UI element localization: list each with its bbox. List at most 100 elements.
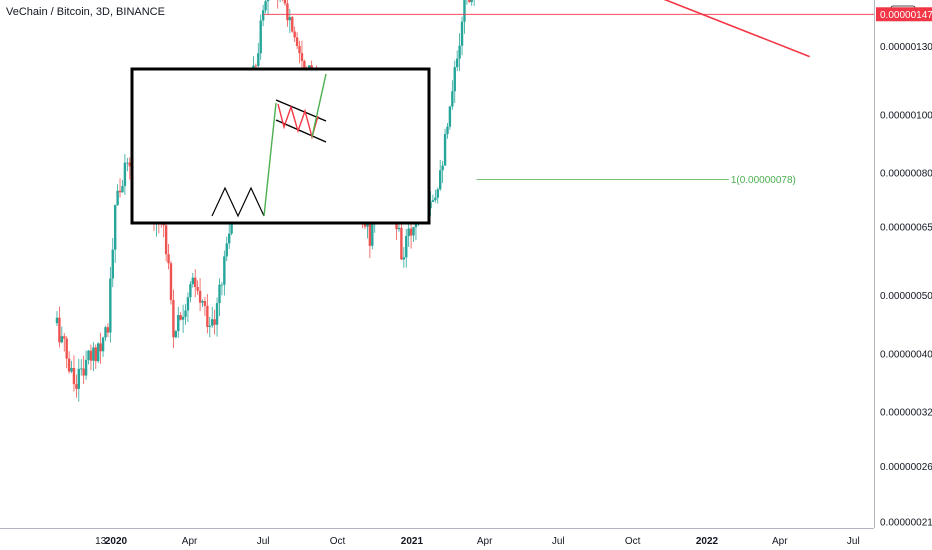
candle-body <box>174 331 178 338</box>
candle-body <box>123 162 127 186</box>
candle-body <box>206 305 209 327</box>
x-tick-label: Oct <box>330 536 346 547</box>
y-tick-label: 0.00000021 <box>880 518 932 529</box>
candle-body <box>211 319 214 326</box>
price-tags: BTC0.000001822d 17h0.00000147 <box>876 5 932 22</box>
candle-body <box>162 223 165 226</box>
candle-body <box>196 286 199 291</box>
x-tick-label: 2022 <box>696 536 719 547</box>
x-tick-label: 13 <box>95 536 107 547</box>
x-tick-label: 2020 <box>105 536 128 547</box>
candle-body <box>298 45 301 54</box>
candle-body <box>286 3 289 21</box>
candle-body <box>72 367 76 385</box>
candle-body <box>257 53 260 67</box>
candle-body <box>303 60 306 70</box>
x-tick-label: Jul <box>552 536 565 547</box>
candle-body <box>92 347 95 361</box>
candle-body <box>194 277 197 287</box>
y-tick-label: 0.00000130 <box>880 42 932 53</box>
candle-body <box>113 205 117 250</box>
candle-body <box>300 53 304 61</box>
candle-body <box>218 284 221 304</box>
candle-body <box>470 0 473 2</box>
candle-body <box>203 301 207 306</box>
y-tick-labels: 0.000015000.000012000.000009000.00000700… <box>880 42 932 529</box>
candle-body <box>414 223 418 228</box>
candle-body <box>55 317 59 324</box>
candle-body <box>63 336 66 339</box>
y-tick-label: 0.00000100 <box>880 110 932 121</box>
candle-body <box>264 1 267 11</box>
candle-body <box>70 367 73 372</box>
candle-body <box>167 254 170 264</box>
candle-body <box>201 301 204 303</box>
candle-body <box>97 343 100 362</box>
candle-body <box>453 67 456 92</box>
candle-body <box>266 0 270 2</box>
candle-body <box>181 316 185 320</box>
candle-body <box>186 297 190 311</box>
drawings <box>263 0 874 58</box>
x-tick-label: Apr <box>477 536 493 547</box>
candle-body <box>111 249 114 279</box>
candle-body <box>455 58 459 68</box>
price-axis[interactable] <box>0 0 875 529</box>
candle-body <box>371 222 374 246</box>
y-tick-label: 0.00000065 <box>880 223 932 234</box>
fib-layer: 0(0.00000477)0.5(0.00000278)0.618(0.0000… <box>476 175 796 186</box>
candle-body <box>198 290 202 303</box>
candle-body <box>223 256 226 285</box>
x-tick-label: Jul <box>257 536 270 547</box>
candle-body <box>67 358 71 372</box>
candle-body <box>441 165 444 171</box>
candle-body <box>283 0 287 4</box>
x-tick-label: 2021 <box>401 536 424 547</box>
candle-body <box>291 17 294 32</box>
inset-pole <box>263 102 277 217</box>
candle-body <box>468 0 471 2</box>
candle-body <box>261 10 265 21</box>
candle-body <box>446 126 449 135</box>
line-price-tag <box>876 7 932 22</box>
candle-body <box>109 278 112 333</box>
candle-body <box>60 336 64 343</box>
candle-body <box>80 368 83 370</box>
candle-body <box>443 134 447 166</box>
candle-body <box>184 310 187 317</box>
candle-body <box>451 91 454 107</box>
candle-body <box>409 228 413 236</box>
candle-body <box>439 170 442 190</box>
candle-body <box>104 327 107 338</box>
candle-body <box>65 338 68 359</box>
candle-body <box>169 263 173 301</box>
candle-body <box>213 319 216 325</box>
y-tick-label: 0.00000050 <box>880 291 932 302</box>
x-tick-label: Apr <box>772 536 788 547</box>
fib-level-label: 1(0.00000078) <box>731 175 796 186</box>
candle-body <box>126 162 129 164</box>
candle-body <box>460 21 464 46</box>
inset-double-bottom <box>211 186 265 218</box>
candle-body <box>225 243 228 257</box>
inset-breakout <box>311 73 327 138</box>
candle-body <box>448 106 452 127</box>
candle-body <box>118 190 122 193</box>
candle-body <box>128 162 131 167</box>
candle-body <box>191 277 195 285</box>
candle-body <box>259 20 262 54</box>
candle-body <box>172 300 175 338</box>
candle-body <box>400 227 403 260</box>
candle-body <box>227 233 231 244</box>
candle-body <box>254 65 258 67</box>
candle-body <box>220 284 224 286</box>
y-tick-label: 0.00000026 <box>880 462 932 473</box>
candle-body <box>121 185 124 193</box>
candle-body <box>94 347 97 362</box>
candle-body <box>116 190 119 206</box>
candle-body <box>75 384 78 389</box>
candle-body <box>366 223 369 227</box>
candle-body <box>215 303 219 325</box>
